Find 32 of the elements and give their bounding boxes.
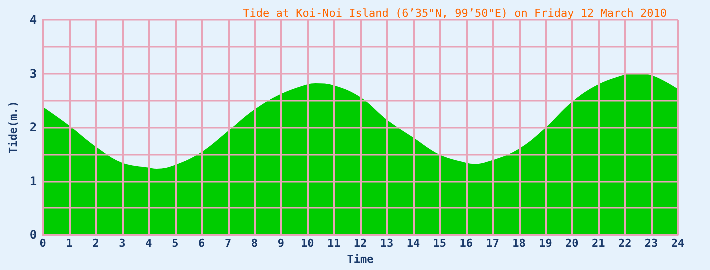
x-tick-label: 11	[327, 237, 342, 250]
x-tick-label: 18	[512, 237, 526, 250]
y-axis-title: Tide(m.)	[7, 101, 20, 154]
y-tick-label: 2	[30, 120, 38, 135]
x-tick-label: 8	[251, 237, 258, 250]
x-tick-label: 15	[433, 237, 447, 250]
x-tick-label: 0	[40, 237, 46, 250]
x-tick-label: 24	[671, 237, 685, 250]
y-tick-label: 1	[30, 174, 38, 188]
x-tick-label: 7	[224, 237, 232, 250]
x-tick-label: 22	[618, 237, 632, 250]
x-tick-label: 13	[380, 237, 394, 250]
x-tick-label: 10	[301, 237, 314, 250]
x-tick-label: 21	[592, 237, 606, 250]
x-tick-label: 23	[644, 237, 658, 250]
x-tick-label: 3	[119, 237, 126, 250]
x-tick-label: 14	[406, 237, 420, 250]
x-tick-label: 5	[172, 237, 179, 250]
x-tick-label: 4	[146, 237, 153, 250]
x-tick-label: 20	[566, 237, 579, 250]
x-tick-label: 17	[486, 237, 500, 250]
x-tick-label: 9	[278, 237, 285, 250]
x-tick-label: 16	[460, 237, 474, 250]
x-axis-title: Time	[347, 253, 374, 266]
x-tick-label: 19	[539, 237, 552, 250]
chart-title: Tide at Koi-Noi Island (6’35"N, 99’50"E) on Friday 12 March 2010	[243, 7, 667, 20]
x-tick-label: 6	[198, 237, 206, 250]
x-tick-label: 12	[354, 237, 368, 250]
x-tick-label: 2	[92, 237, 100, 250]
y-tick-label: 3	[30, 66, 38, 81]
x-tick-label: 1	[66, 237, 74, 250]
y-tick-label: 4	[30, 13, 38, 27]
